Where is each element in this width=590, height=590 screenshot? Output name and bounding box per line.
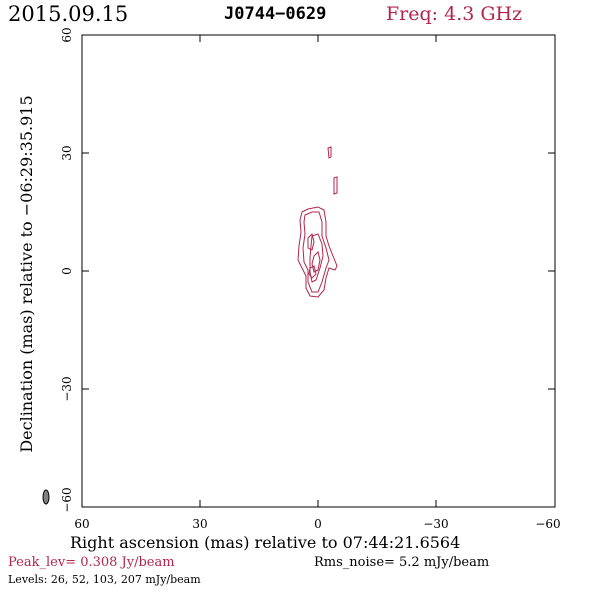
contour-level-4: [311, 251, 321, 273]
y-ticks: [82, 34, 555, 508]
x-ticks: [81, 35, 556, 507]
contour-inner-loop: [307, 233, 315, 251]
contour-group: [297, 146, 338, 298]
peak-level-label: Peak_lev= 0.308 Jy/beam: [8, 555, 175, 570]
x-tick-label: 30: [192, 517, 207, 531]
contour-patch-mid: [333, 176, 338, 195]
x-tick-label: −60: [535, 517, 560, 531]
rms-noise-label: Rms_noise= 5.2 mJy/beam: [314, 555, 490, 570]
y-tick-label: 30: [60, 145, 74, 160]
y-tick-label: −60: [60, 487, 74, 512]
frequency-label: Freq: 4.3 GHz: [386, 3, 523, 25]
contour-levels-label: Levels: 26, 52, 103, 207 mJy/beam: [8, 573, 201, 586]
contour-level-1: [297, 206, 338, 298]
contour-level-3: [309, 233, 324, 283]
contour-patch-upper: [327, 146, 332, 159]
source-name: J0744−0629: [224, 4, 327, 24]
y-tick-label: 60: [60, 27, 74, 42]
x-tick-label: 0: [314, 517, 322, 531]
contour-level-2: [302, 211, 330, 293]
observation-date: 2015.09.15: [8, 2, 129, 26]
beam-ellipse: [42, 489, 50, 505]
y-tick-label: 0: [60, 267, 74, 275]
x-tick-label: −30: [423, 517, 448, 531]
x-axis-label: Right ascension (mas) relative to 07:44:…: [70, 533, 461, 552]
contour-inner-loop-lower: [308, 265, 317, 279]
y-axis-label: Declination (mas) relative to −06:29:35.…: [17, 95, 36, 453]
y-tick-label: −30: [60, 376, 74, 401]
x-tick-label: 60: [74, 517, 89, 531]
